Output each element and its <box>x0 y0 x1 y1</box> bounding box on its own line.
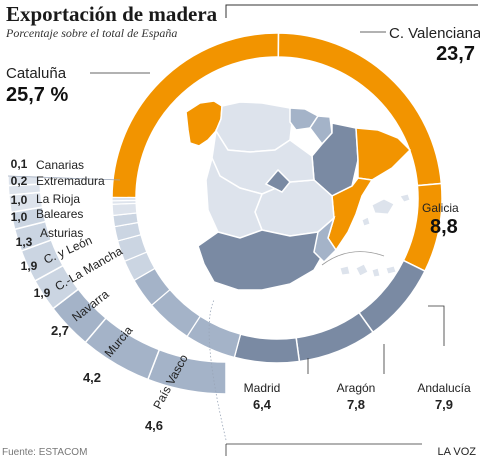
label-canarias: Canarias <box>36 158 84 172</box>
leader-andalucia <box>428 305 445 346</box>
value-baleares: 1,0 <box>11 210 28 224</box>
value-murcia: 4,2 <box>83 370 101 385</box>
value-asturias: 1,3 <box>16 235 33 249</box>
value-madrid: 6,4 <box>253 397 272 412</box>
wedge-guide-line <box>208 299 227 441</box>
ring <box>7 32 443 441</box>
value-galicia: 8,8 <box>430 216 458 238</box>
map-canarias-frame <box>321 251 385 266</box>
ring-segment-madrid <box>233 333 301 364</box>
ring-tick-canarias <box>111 196 137 202</box>
value-navarra: 2,7 <box>51 323 69 338</box>
label-extremadura: Extremadura <box>36 174 105 188</box>
value-pais-vasco: 4,6 <box>145 418 163 433</box>
map-canarias <box>339 263 397 278</box>
map-murcia <box>313 215 337 264</box>
value-castilla-mancha: 1,9 <box>34 286 51 300</box>
spain-map <box>185 100 412 291</box>
header-rule <box>225 4 478 18</box>
source-note: Fuente: ESTACOM <box>2 447 87 458</box>
wedge-top-line <box>7 175 121 181</box>
map-andalucia <box>197 229 329 291</box>
label-valenciana: C. Valenciana <box>389 25 480 42</box>
value-aragon: 7,8 <box>347 397 365 412</box>
value-extremadura: 0,2 <box>11 174 28 188</box>
value-andalucia: 7,9 <box>435 397 453 412</box>
map-baleares <box>361 193 411 227</box>
label-asturias: Asturias <box>40 226 83 240</box>
chart-subtitle: Porcentaje sobre el total de España <box>5 26 177 40</box>
label-cataluna: Cataluña <box>6 65 67 82</box>
wedge-segment-canarias <box>7 175 41 187</box>
map-cataluna <box>355 127 412 181</box>
value-la-rioja: 1,0 <box>11 193 28 207</box>
label-la-rioja: La Rioja <box>36 192 80 206</box>
label-aragon: Aragón <box>337 381 376 395</box>
value-canarias: 0,1 <box>11 157 28 171</box>
value-valenciana: 23,7 <box>436 43 475 65</box>
ring-tick-la-rioja <box>111 202 138 217</box>
chart-title: Exportación de madera <box>6 2 218 26</box>
label-andalucia: Andalucía <box>417 381 471 395</box>
value-castilla-leon: 1,9 <box>21 259 38 273</box>
label-baleares: Baleares <box>36 207 83 221</box>
map-north <box>215 101 293 153</box>
map-madrid <box>264 168 292 193</box>
value-cataluna: 25,7 % <box>6 84 68 106</box>
ring-segment-arag-n <box>295 311 375 363</box>
label-galicia: Galicia <box>422 201 459 215</box>
label-madrid: Madrid <box>244 381 281 395</box>
brand-logo: LA VOZ <box>437 446 476 458</box>
